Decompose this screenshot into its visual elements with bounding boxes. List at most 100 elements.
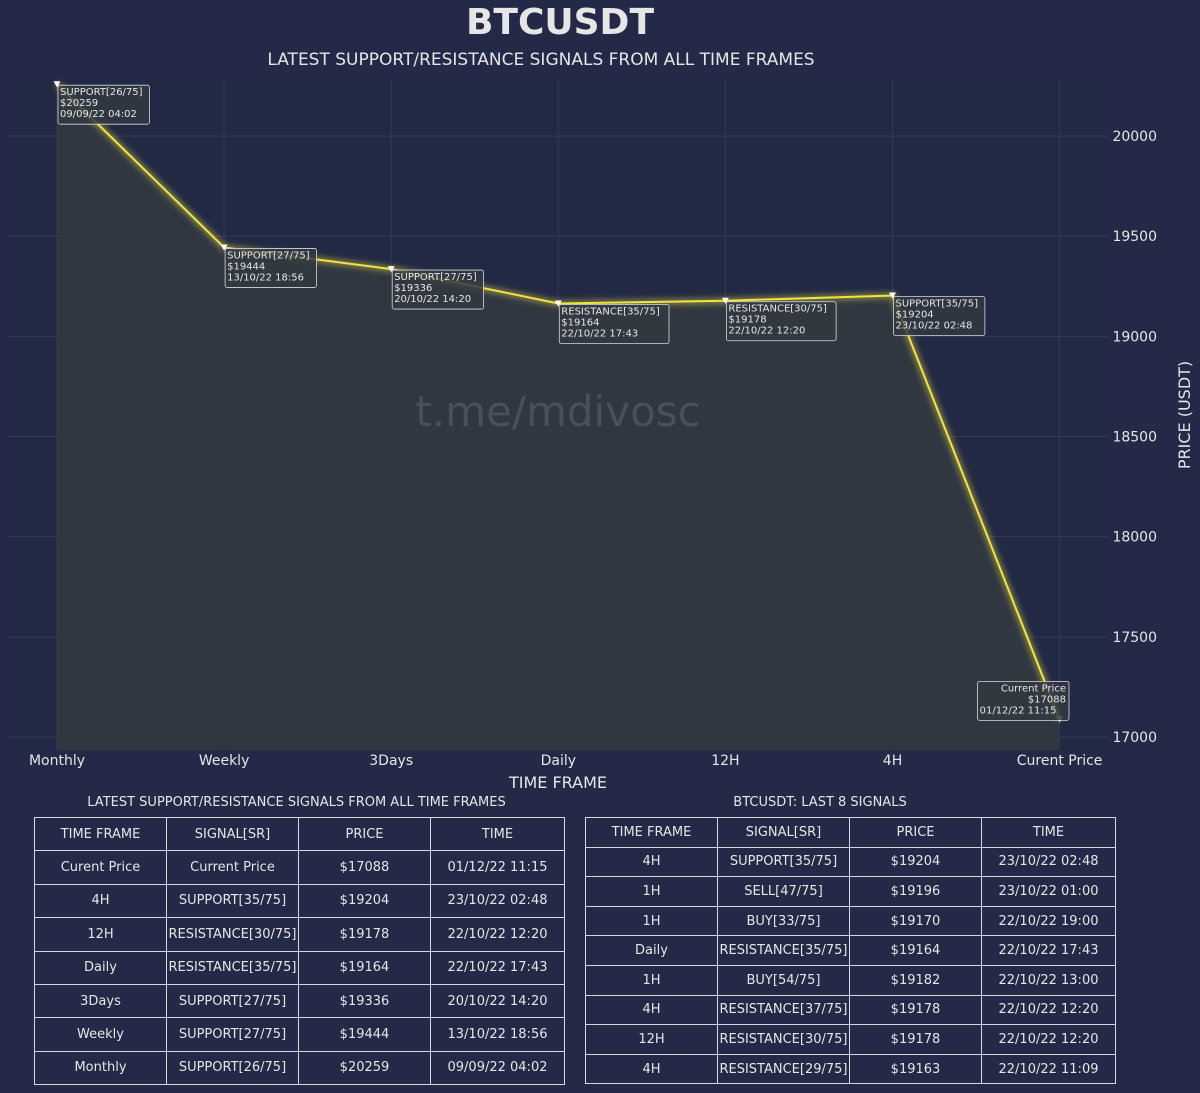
table-row: 3Days SUPPORT[27/75] $19336 20/10/22 14:20 bbox=[34, 983, 565, 1019]
table-row: Daily RESISTANCE[35/75] $19164 22/10/22 17:… bbox=[34, 950, 565, 985]
header-signal: SIGNAL[SR] bbox=[166, 816, 299, 852]
cell-time: 23/10/22 02:48 bbox=[430, 883, 565, 919]
cell-time-frame: 12H bbox=[585, 1024, 718, 1055]
cell-price: $19178 bbox=[849, 994, 982, 1026]
cell-time: 01/12/22 11:15 bbox=[430, 850, 565, 885]
table-header-row: TIME FRAME SIGNAL[SR] PRICE TIME bbox=[34, 816, 565, 852]
price-chart: t.me/mdivosc SUPPORT[26/75]$2025909/09/22… bbox=[8, 80, 1194, 792]
cell-price: $17088 bbox=[298, 850, 431, 885]
annotation-price: $19164 bbox=[561, 318, 599, 329]
right-table-body: 4H SUPPORT[35/75] $19204 23/10/22 02:48 1H SE… bbox=[585, 846, 1116, 1085]
table-row: 1H BUY[33/75] $19170 22/10/22 19:00 bbox=[585, 905, 1116, 937]
annotation-label: Current Price bbox=[1001, 683, 1066, 694]
x-tick-label: Monthly bbox=[29, 753, 85, 769]
table-row: 4H SUPPORT[35/75] $19204 23/10/22 02:48 bbox=[585, 846, 1116, 878]
cell-signal: SUPPORT[35/75] bbox=[717, 846, 850, 878]
table-row: Daily RESISTANCE[35/75] $19164 22/10/22 17:… bbox=[585, 935, 1116, 966]
cell-time-frame: Monthly bbox=[34, 1050, 167, 1086]
annotation-time: 20/10/22 14:20 bbox=[394, 294, 471, 305]
y-tick-label: 20000 bbox=[1112, 129, 1157, 145]
x-tick-label: Curent Price bbox=[1017, 753, 1103, 769]
header-price: PRICE bbox=[849, 817, 982, 848]
x-tick-label: Daily bbox=[541, 753, 576, 769]
annotation-time: 22/10/22 12:20 bbox=[728, 326, 805, 337]
x-tick-label: 3Days bbox=[369, 753, 413, 769]
header-time: TIME bbox=[430, 816, 565, 852]
cell-time-frame: Daily bbox=[34, 950, 167, 985]
cell-time: 22/10/22 11:09 bbox=[981, 1053, 1116, 1085]
data-point bbox=[220, 244, 228, 251]
cell-signal: Current Price bbox=[166, 850, 299, 885]
y-tick-label: 17000 bbox=[1112, 730, 1157, 746]
y-tick-label: 18000 bbox=[1112, 530, 1157, 546]
cell-signal: BUY[33/75] bbox=[717, 905, 850, 937]
annotation-label: SUPPORT[27/75] bbox=[227, 250, 310, 261]
annotation-price: $19336 bbox=[394, 283, 432, 294]
data-point bbox=[53, 81, 61, 88]
cell-time: 22/10/22 17:43 bbox=[981, 935, 1116, 966]
cell-signal: RESISTANCE[30/75] bbox=[166, 917, 299, 952]
x-tick-label: Weekly bbox=[199, 753, 250, 769]
annotation-time: 01/12/22 11:15 bbox=[980, 705, 1057, 716]
header-time: TIME bbox=[981, 817, 1116, 848]
table-row: 12H RESISTANCE[30/75] $19178 22/10/22 12:20 bbox=[585, 1024, 1116, 1055]
cell-signal: RESISTANCE[35/75] bbox=[717, 935, 850, 966]
y-axis-label: PRICE (USDT) bbox=[1175, 361, 1194, 469]
annotation-price: $20259 bbox=[60, 98, 98, 109]
table-row: 4H RESISTANCE[37/75] $19178 22/10/22 12:20 bbox=[585, 994, 1116, 1026]
chart-subtitle: LATEST SUPPORT/RESISTANCE SIGNALS FROM A… bbox=[267, 50, 815, 70]
annotation-price: $17088 bbox=[1028, 694, 1066, 705]
y-tick-label: 19000 bbox=[1112, 329, 1157, 345]
annotation-time: 13/10/22 18:56 bbox=[227, 272, 304, 283]
latest-signals-table: TIME FRAME SIGNAL[SR] PRICE TIME Curent … bbox=[34, 816, 565, 1086]
cell-signal: RESISTANCE[37/75] bbox=[717, 994, 850, 1026]
cell-time-frame: 3Days bbox=[34, 983, 167, 1019]
area-fill bbox=[57, 84, 1060, 750]
data-point bbox=[554, 300, 562, 307]
table-row: Weekly SUPPORT[27/75] $19444 13/10/22 18:56 bbox=[34, 1017, 565, 1052]
x-axis-label: TIME FRAME bbox=[508, 773, 607, 792]
left-table-body: Curent Price Current Price $17088 01/12/22 … bbox=[34, 850, 565, 1086]
annotation-box bbox=[726, 301, 837, 342]
table-row: 1H BUY[54/75] $19182 22/10/22 13:00 bbox=[585, 964, 1116, 996]
cell-signal: SUPPORT[35/75] bbox=[166, 883, 299, 919]
cell-price: $19204 bbox=[298, 883, 431, 919]
y-tick-label: 17500 bbox=[1112, 630, 1157, 646]
cell-time-frame: 4H bbox=[34, 883, 167, 919]
cell-time: 20/10/22 14:20 bbox=[430, 983, 565, 1019]
y-tick-label: 19500 bbox=[1112, 229, 1157, 245]
cell-signal: SUPPORT[27/75] bbox=[166, 983, 299, 1019]
cell-price: $19196 bbox=[849, 876, 982, 907]
header-time-frame: TIME FRAME bbox=[585, 817, 718, 848]
cell-time: 22/10/22 19:00 bbox=[981, 905, 1116, 937]
header-price: PRICE bbox=[298, 816, 431, 852]
cell-price: $19164 bbox=[849, 935, 982, 966]
y-tick-label: 18500 bbox=[1112, 430, 1157, 446]
annotation-box bbox=[893, 296, 986, 336]
cell-price: $19182 bbox=[849, 964, 982, 996]
cell-price: $19444 bbox=[298, 1017, 431, 1052]
cell-time: 22/10/22 17:43 bbox=[430, 950, 565, 985]
cell-signal: RESISTANCE[29/75] bbox=[717, 1053, 850, 1085]
annotation-time: 22/10/22 17:43 bbox=[561, 329, 638, 340]
cell-signal: SELL[47/75] bbox=[717, 876, 850, 907]
cell-time-frame: 4H bbox=[585, 994, 718, 1026]
annotation-label: SUPPORT[26/75] bbox=[60, 87, 143, 98]
table-row: 1H SELL[47/75] $19196 23/10/22 01:00 bbox=[585, 876, 1116, 907]
cell-price: $20259 bbox=[298, 1050, 431, 1086]
cell-time-frame: 1H bbox=[585, 964, 718, 996]
data-point bbox=[721, 297, 729, 304]
cell-price: $19336 bbox=[298, 983, 431, 1019]
annotation-box bbox=[391, 269, 485, 310]
cell-time: 22/10/22 12:20 bbox=[981, 1024, 1116, 1055]
header-signal: SIGNAL[SR] bbox=[717, 817, 850, 848]
cell-time: 09/09/22 04:02 bbox=[430, 1050, 565, 1086]
cell-price: $19178 bbox=[849, 1024, 982, 1055]
cell-signal: RESISTANCE[30/75] bbox=[717, 1024, 850, 1055]
table-row: Curent Price Current Price $17088 01/12/22 … bbox=[34, 850, 565, 885]
table-row: 4H SUPPORT[35/75] $19204 23/10/22 02:48 bbox=[34, 883, 565, 919]
cell-time: 23/10/22 01:00 bbox=[981, 876, 1116, 907]
table-row: Monthly SUPPORT[26/75] $20259 09/09/22 04:0… bbox=[34, 1050, 565, 1086]
left-table-caption: LATEST SUPPORT/RESISTANCE SIGNALS FROM A… bbox=[87, 795, 506, 810]
